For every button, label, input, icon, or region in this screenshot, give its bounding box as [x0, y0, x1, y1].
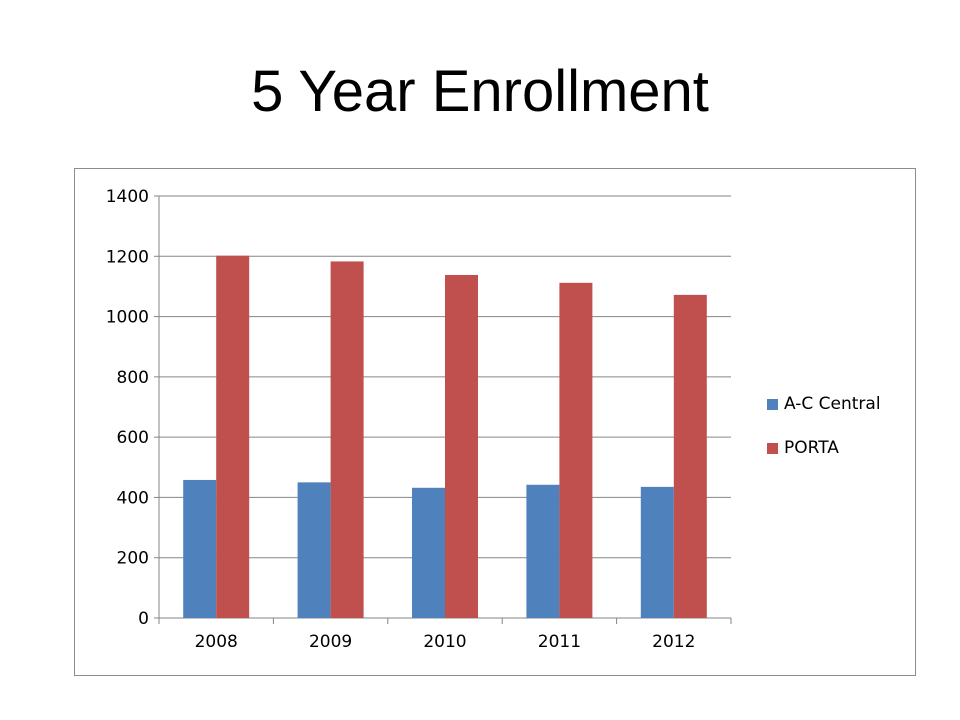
bar-porta-2011 — [559, 282, 593, 618]
legend-item-a-c-central: A-C Central — [767, 391, 881, 417]
x-tick-label: 2008 — [195, 632, 238, 652]
bar-chart: 0 200 400 600 800 1000 1200 1400 2008 2009 2010 201… — [106, 187, 732, 652]
x-tick-label: 2011 — [538, 632, 581, 652]
x-tick-label: 2009 — [309, 632, 352, 652]
y-tick-label: 200 — [117, 549, 149, 569]
bar-porta-2009 — [330, 261, 364, 618]
y-tick-label: 0 — [138, 609, 149, 629]
legend-item-porta: PORTA — [767, 435, 881, 461]
slide-title: 5 Year Enrollment — [251, 59, 709, 124]
y-tick-label: 600 — [117, 428, 149, 448]
x-tick-label: 2012 — [652, 632, 695, 652]
chart-frame: 0 200 400 600 800 1000 1200 1400 2008 2009 2010 201… — [74, 168, 916, 676]
y-tick-label: 400 — [117, 488, 149, 508]
y-tick-label: 1200 — [106, 247, 149, 267]
bar-porta-2012 — [673, 294, 707, 618]
legend-label-porta: PORTA — [784, 438, 839, 458]
legend-swatch-porta — [767, 442, 778, 454]
bar-porta-2010 — [445, 274, 478, 618]
legend-swatch-a-c-central — [767, 398, 778, 410]
chart-legend: A-C Central PORTA — [767, 391, 881, 479]
bar-a-c-central-2010 — [412, 487, 445, 618]
x-tick-label: 2010 — [423, 632, 466, 652]
y-tick-label: 800 — [117, 368, 149, 388]
bar-porta-2008 — [216, 255, 250, 618]
legend-label-a-c-central: A-C Central — [784, 394, 881, 414]
bar-a-c-central-2009 — [297, 482, 331, 618]
bar-a-c-central-2012 — [640, 486, 674, 618]
y-tick-label: 1400 — [106, 187, 149, 207]
bar-a-c-central-2011 — [526, 484, 560, 618]
bar-a-c-central-2008 — [183, 479, 217, 618]
y-tick-label: 1000 — [106, 308, 149, 328]
